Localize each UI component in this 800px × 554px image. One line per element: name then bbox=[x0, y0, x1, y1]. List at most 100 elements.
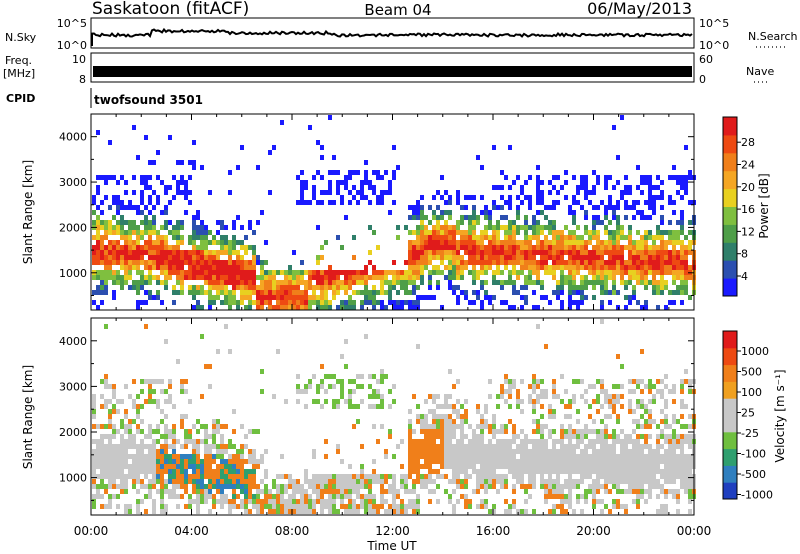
heatmap-cell bbox=[572, 449, 576, 454]
heatmap-cell bbox=[644, 260, 648, 265]
heatmap-cell bbox=[280, 120, 284, 125]
heatmap-cell bbox=[252, 250, 256, 255]
heatmap-cell bbox=[308, 280, 312, 285]
heatmap-cell bbox=[288, 275, 292, 280]
heatmap-cell bbox=[616, 489, 620, 494]
heatmap-cell bbox=[316, 170, 320, 175]
heatmap-cell bbox=[572, 175, 576, 180]
heatmap-cell bbox=[232, 494, 236, 499]
heatmap-cell bbox=[288, 305, 292, 310]
heatmap-cell bbox=[612, 474, 616, 479]
heatmap-cell bbox=[560, 399, 564, 404]
heatmap-cell bbox=[524, 300, 528, 305]
heatmap-cell bbox=[144, 464, 148, 469]
heatmap-cell bbox=[648, 195, 652, 200]
heatmap-cell bbox=[644, 454, 648, 459]
heatmap-cell bbox=[604, 414, 608, 419]
heatmap-cell bbox=[592, 454, 596, 459]
heatmap-cell bbox=[204, 494, 208, 499]
heatmap-cell bbox=[276, 280, 280, 285]
heatmap-cell bbox=[364, 175, 368, 180]
heatmap-cell bbox=[420, 240, 424, 245]
heatmap-cell bbox=[124, 424, 128, 429]
heatmap-cell bbox=[264, 499, 268, 504]
heatmap-cell bbox=[220, 449, 224, 454]
heatmap-cell bbox=[128, 509, 132, 514]
heatmap-cell bbox=[444, 230, 448, 235]
heatmap-cell bbox=[300, 499, 304, 504]
heatmap-cell bbox=[444, 414, 448, 419]
heatmap-cell bbox=[340, 489, 344, 494]
heatmap-cell bbox=[448, 454, 452, 459]
heatmap-cell bbox=[572, 260, 576, 265]
heatmap-cell bbox=[440, 210, 444, 215]
heatmap-cell bbox=[620, 225, 624, 230]
heatmap-cell bbox=[592, 464, 596, 469]
heatmap-cell bbox=[388, 509, 392, 514]
heatmap-cell bbox=[656, 285, 660, 290]
heatmap-cell bbox=[164, 270, 168, 275]
heatmap-cell bbox=[560, 250, 564, 255]
heatmap-cell bbox=[224, 494, 228, 499]
heatmap-cell bbox=[104, 275, 108, 280]
heatmap-cell bbox=[424, 414, 428, 419]
heatmap-cell bbox=[148, 484, 152, 489]
heatmap-cell bbox=[496, 185, 500, 190]
heatmap-cell bbox=[460, 429, 464, 434]
heatmap-cell bbox=[96, 484, 100, 489]
heatmap-cell bbox=[500, 429, 504, 434]
heatmap-cell bbox=[660, 265, 664, 270]
heatmap-cell bbox=[408, 454, 412, 459]
heatmap-cell bbox=[648, 399, 652, 404]
heatmap-cell bbox=[272, 394, 276, 399]
heatmap-cell bbox=[532, 250, 536, 255]
heatmap-cell bbox=[572, 379, 576, 384]
heatmap-cell bbox=[624, 295, 628, 300]
heatmap-cell bbox=[584, 190, 588, 195]
heatmap-cell bbox=[400, 270, 404, 275]
heatmap-cell bbox=[100, 439, 104, 444]
heatmap-cell bbox=[668, 454, 672, 459]
heatmap-cell bbox=[504, 459, 508, 464]
heatmap-cell bbox=[200, 255, 204, 260]
heatmap-cell bbox=[528, 454, 532, 459]
heatmap-cell bbox=[480, 454, 484, 459]
heatmap-cell bbox=[640, 489, 644, 494]
heatmap-cell bbox=[208, 270, 212, 275]
heatmap-cell bbox=[272, 479, 276, 484]
heatmap-cell bbox=[548, 509, 552, 514]
heatmap-cell bbox=[672, 474, 676, 479]
heatmap-cell bbox=[488, 474, 492, 479]
heatmap-cell bbox=[484, 290, 488, 295]
heatmap-cell bbox=[220, 504, 224, 509]
heatmap-cell bbox=[156, 464, 160, 469]
heatmap-cell bbox=[492, 434, 496, 439]
heatmap-cell bbox=[260, 389, 264, 394]
heatmap-cell bbox=[644, 175, 648, 180]
heatmap-cell bbox=[560, 469, 564, 474]
heatmap-cell bbox=[588, 464, 592, 469]
heatmap-cell bbox=[188, 240, 192, 245]
heatmap-cell bbox=[92, 275, 96, 280]
heatmap-cell bbox=[148, 399, 152, 404]
heatmap-cell bbox=[472, 300, 476, 305]
heatmap-cell bbox=[668, 439, 672, 444]
heatmap-cell bbox=[652, 449, 656, 454]
heatmap-cell bbox=[96, 205, 100, 210]
heatmap-cell bbox=[424, 429, 428, 434]
heatmap-cell bbox=[300, 200, 304, 205]
heatmap-cell bbox=[236, 474, 240, 479]
heatmap-cell bbox=[520, 479, 524, 484]
heatmap-cell bbox=[652, 464, 656, 469]
heatmap-cell bbox=[576, 484, 580, 489]
heatmap-cell bbox=[368, 185, 372, 190]
heatmap-cell bbox=[428, 250, 432, 255]
heatmap-cell bbox=[632, 439, 636, 444]
heatmap-cell bbox=[544, 444, 548, 449]
heatmap-cell bbox=[112, 384, 116, 389]
heatmap-cell bbox=[612, 454, 616, 459]
heatmap-cell bbox=[672, 489, 676, 494]
heatmap-cell bbox=[100, 200, 104, 205]
heatmap-cell bbox=[136, 469, 140, 474]
heatmap-cell bbox=[116, 200, 120, 205]
